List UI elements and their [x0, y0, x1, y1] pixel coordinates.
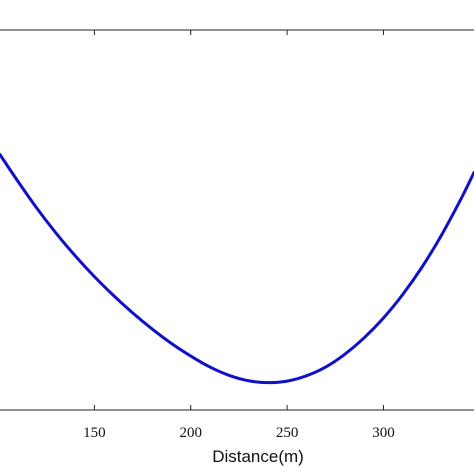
x-tick-label: 200 — [180, 425, 203, 441]
series-line — [0, 153, 474, 385]
x-tick-label: 250 — [276, 425, 299, 441]
x-tick-labels: 150 200 250 300 — [83, 425, 395, 441]
x-tick-label: 300 — [372, 425, 395, 441]
x-axis-title: Distance(m) — [212, 447, 304, 466]
tick-marks — [93, 30, 384, 410]
x-tick-label: 150 — [83, 425, 106, 441]
plot-background — [0, 30, 474, 410]
